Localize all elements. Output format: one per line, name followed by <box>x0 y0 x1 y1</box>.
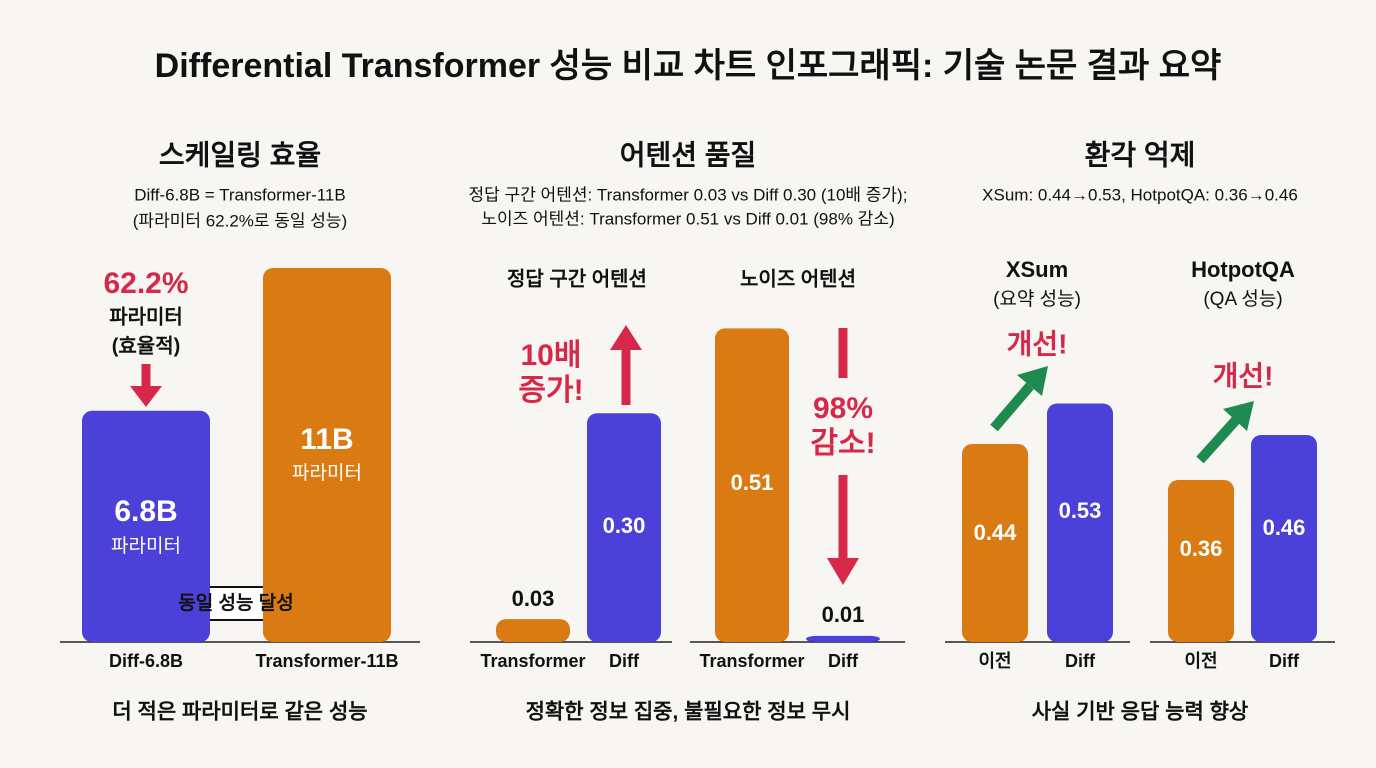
value-label: 0.51 <box>731 470 774 495</box>
chart-subtitle: (요약 성능) <box>993 288 1081 310</box>
value-label: 0.46 <box>1263 515 1306 540</box>
chart-title: 정답 구간 어텐션 <box>507 267 647 290</box>
value-label: 6.8B <box>114 495 177 528</box>
bar <box>962 444 1028 642</box>
panel-subtitle: Diff-6.8B = Transformer-11B <box>134 185 345 204</box>
panel-heading: 어텐션 품질 <box>620 139 757 170</box>
annotation: 개선! <box>1007 328 1068 359</box>
value-label: 0.30 <box>603 513 646 538</box>
chart-title: HotpotQA <box>1191 257 1295 282</box>
panel-footer: 정확한 정보 집중, 불필요한 정보 무시 <box>526 701 851 724</box>
value-label: 0.44 <box>974 520 1018 545</box>
x-tick-label: 이전 <box>978 651 1011 671</box>
panel-footer: 사실 기반 응답 능력 향상 <box>1032 700 1249 724</box>
x-tick-label: 이전 <box>1184 651 1217 671</box>
bar <box>1251 435 1317 642</box>
x-tick-label: Transformer-11B <box>255 651 398 671</box>
annotation: 62.2% <box>103 267 188 300</box>
x-tick-label: Diff <box>1269 651 1300 671</box>
panel-subtitle: 노이즈 어텐션: Transformer 0.51 vs Diff 0.01 (… <box>481 209 894 228</box>
bar <box>1168 480 1234 642</box>
panel-heading: 스케일링 효율 <box>159 139 321 170</box>
arrow <box>130 325 859 585</box>
x-tick-label: Transformer <box>699 651 804 671</box>
value-label: 0.03 <box>512 586 555 611</box>
panel-footer: 더 적은 파라미터로 같은 성능 <box>112 701 367 724</box>
bar <box>806 635 880 642</box>
unit-label: 파라미터 <box>292 462 362 484</box>
x-tick-label: Diff <box>1065 651 1096 671</box>
panel-heading: 환각 억제 <box>1085 139 1196 170</box>
bar <box>715 328 789 642</box>
panel-subtitle: XSum: 0.44→0.53, HotpotQA: 0.36→0.46 <box>982 185 1298 204</box>
annotation: 증가! <box>518 374 583 407</box>
unit-label: 파라미터 <box>111 535 181 557</box>
chart-title: XSum <box>1006 257 1068 282</box>
annotation: 감소! <box>810 427 875 460</box>
panel-subtitle: 정답 구간 어텐션: Transformer 0.03 vs Diff 0.30… <box>469 185 908 204</box>
bar <box>496 619 570 642</box>
x-tick-label: Diff <box>609 651 640 671</box>
arrow <box>990 366 1254 464</box>
bar <box>587 413 661 642</box>
annotation: 동일 성능 달성 <box>178 592 293 614</box>
annotation: (효율적) <box>112 334 181 357</box>
chart-title: 노이즈 어텐션 <box>740 267 856 290</box>
annotation: 98% <box>813 392 873 425</box>
bar <box>82 410 210 642</box>
chart-subtitle: (QA 성능) <box>1203 288 1282 310</box>
value-label: 11B <box>300 423 353 456</box>
x-tick-label: Diff <box>828 651 859 671</box>
value-label: 0.53 <box>1059 498 1102 523</box>
panel-subtitle: (파라미터 62.2%로 동일 성능) <box>133 211 347 230</box>
annotation: 파라미터 <box>109 305 183 328</box>
annotation: 10배 <box>521 339 582 372</box>
bar <box>263 268 391 642</box>
x-tick-label: Transformer <box>480 651 585 671</box>
page-title: Differential Transformer 성능 비교 차트 인포그래픽:… <box>155 47 1222 85</box>
bar <box>1047 403 1113 642</box>
x-tick-label: Diff-6.8B <box>109 651 183 671</box>
value-label: 0.36 <box>1180 536 1223 561</box>
annotation: 개선! <box>1213 360 1274 391</box>
value-label: 0.01 <box>822 602 865 627</box>
